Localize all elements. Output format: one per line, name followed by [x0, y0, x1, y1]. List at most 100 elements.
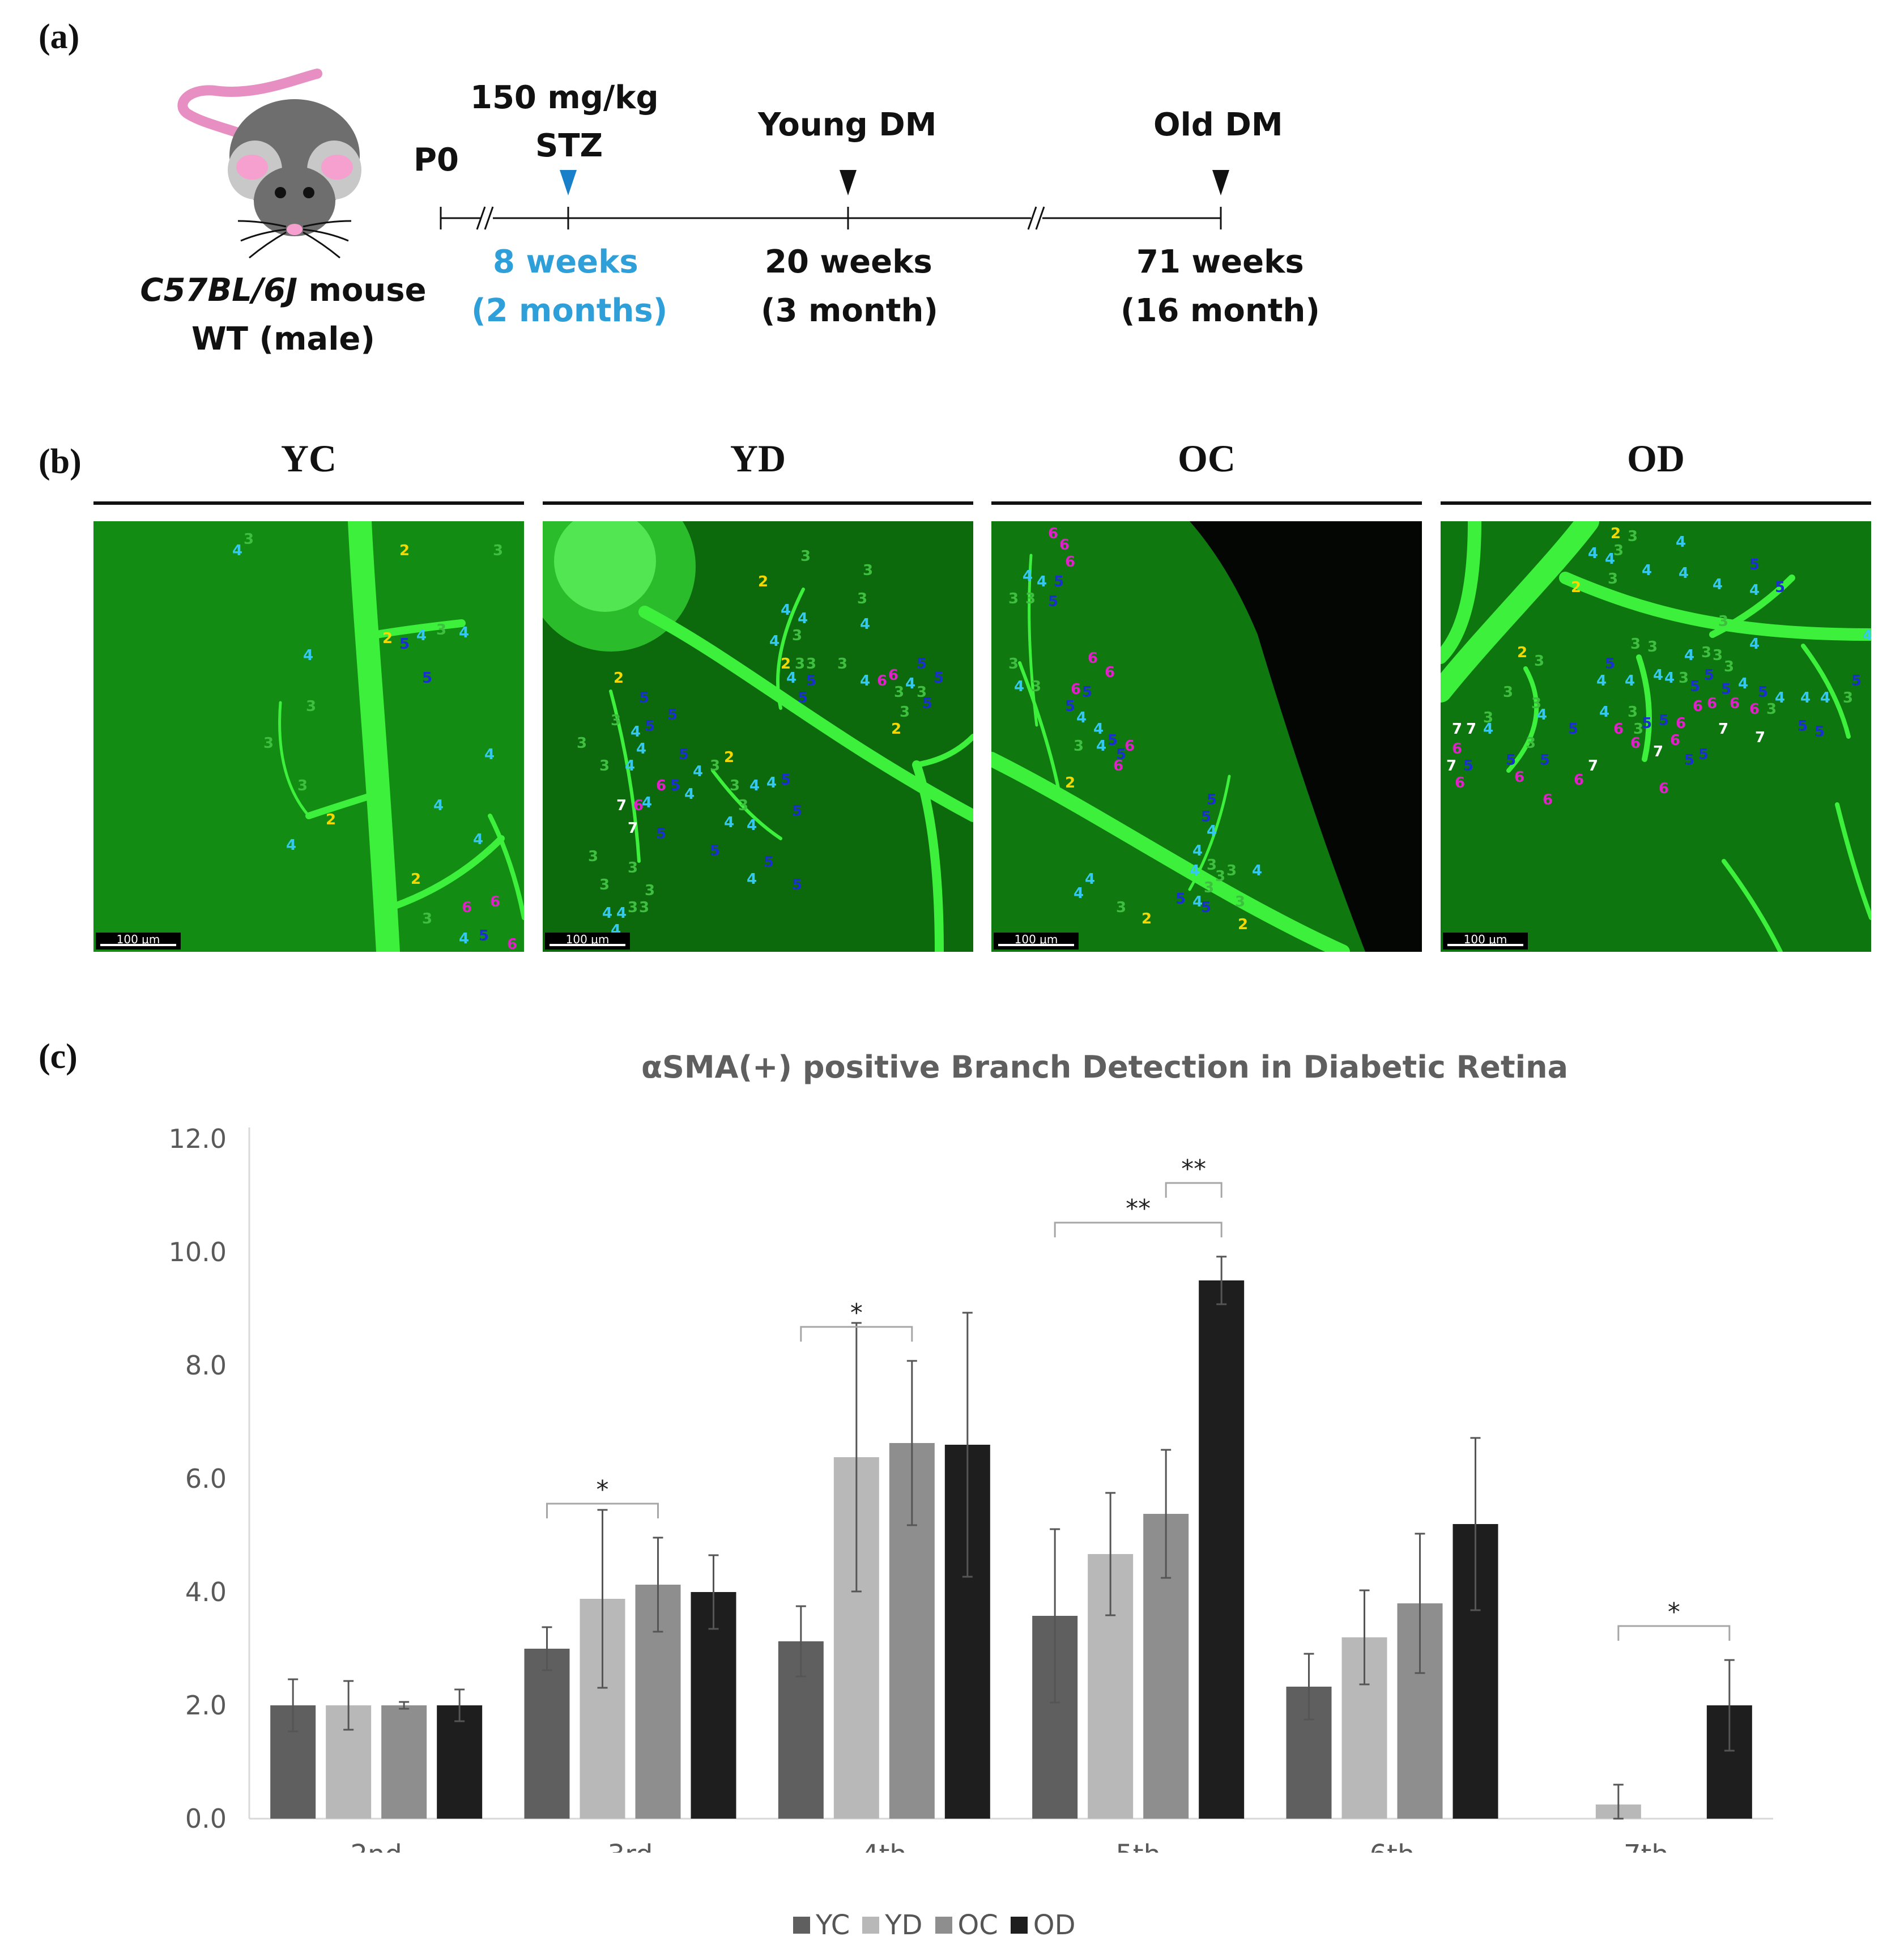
mouse-strain-italic: C57BL/6J — [140, 272, 298, 309]
svg-text:4: 4 — [416, 627, 427, 644]
panel-label-b: (b) — [39, 442, 82, 481]
legend-label-od: OD — [1033, 1909, 1076, 1941]
group-rule-od — [1441, 501, 1871, 505]
svg-text:3: 3 — [857, 590, 867, 607]
svg-text:3: 3 — [436, 622, 446, 639]
svg-text:6: 6 — [1630, 735, 1641, 752]
svg-text:4: 4 — [1664, 670, 1675, 687]
svg-text:3: 3 — [738, 797, 748, 814]
svg-text:4: 4 — [781, 602, 791, 619]
svg-text:7: 7 — [1466, 721, 1476, 738]
svg-text:4: 4 — [1679, 565, 1689, 582]
svg-text:2: 2 — [891, 721, 901, 738]
scale-bar: 100 μm — [1443, 933, 1528, 950]
chart-legend: YC YD OC OD — [793, 1909, 1076, 1941]
svg-text:2: 2 — [758, 573, 768, 590]
svg-text:4: 4 — [1775, 690, 1785, 707]
y-tick-label: 6.0 — [185, 1463, 227, 1494]
svg-text:5: 5 — [917, 656, 927, 673]
mouse-strain-label: C57BL/6J mouse — [136, 272, 431, 309]
svg-text:4: 4 — [1483, 721, 1493, 738]
t2-line1: 20 weeks — [765, 244, 932, 280]
svg-text:5: 5 — [639, 690, 649, 707]
svg-text:7: 7 — [1588, 757, 1598, 774]
svg-text:5: 5 — [1704, 667, 1714, 684]
svg-text:3: 3 — [1074, 738, 1084, 755]
svg-text:3: 3 — [1843, 690, 1853, 707]
svg-text:6: 6 — [1707, 695, 1717, 712]
svg-text:4: 4 — [1096, 738, 1106, 755]
svg-text:5: 5 — [679, 746, 689, 763]
svg-text:7: 7 — [1755, 729, 1765, 746]
t1-line2: (2 months) — [471, 292, 668, 329]
svg-text:3: 3 — [1633, 721, 1643, 738]
svg-text:3: 3 — [1613, 542, 1624, 559]
svg-text:2: 2 — [399, 542, 410, 559]
svg-text:3: 3 — [1718, 613, 1728, 630]
x-tick-label: 3rd — [608, 1839, 653, 1853]
svg-text:6: 6 — [1124, 738, 1135, 755]
svg-text:3: 3 — [863, 562, 873, 579]
svg-text:4: 4 — [1749, 582, 1760, 599]
group-header-oc: OC — [1178, 437, 1236, 480]
svg-text:5: 5 — [1642, 715, 1652, 732]
svg-text:3: 3 — [628, 899, 638, 916]
scale-bar: 100 μm — [96, 933, 181, 950]
svg-text:2: 2 — [326, 811, 336, 828]
svg-text:5: 5 — [1698, 746, 1709, 763]
stz-label: STZ — [535, 127, 603, 164]
legend-label-yd: YD — [885, 1909, 923, 1941]
group-rule-yd — [543, 501, 973, 505]
svg-text:6: 6 — [1452, 740, 1462, 757]
svg-text:3: 3 — [1204, 879, 1214, 896]
svg-text:3: 3 — [1526, 735, 1536, 752]
svg-text:3: 3 — [1226, 862, 1237, 879]
svg-text:5: 5 — [1851, 673, 1862, 690]
significance-label: ** — [1126, 1194, 1151, 1223]
svg-text:4: 4 — [798, 610, 808, 627]
chart-title: αSMA(+) positive Branch Detection in Dia… — [641, 1049, 1569, 1085]
svg-text:3: 3 — [1628, 704, 1638, 721]
svg-text:5: 5 — [1116, 746, 1126, 763]
mouse-strain-rest: mouse — [297, 272, 427, 309]
p0-label: P0 — [414, 142, 459, 178]
svg-text:4: 4 — [1076, 709, 1087, 726]
svg-text:3: 3 — [1647, 639, 1658, 656]
svg-text:4: 4 — [433, 797, 444, 814]
svg-text:3: 3 — [493, 542, 503, 559]
svg-text:6: 6 — [1455, 774, 1465, 791]
significance-label: * — [1668, 1598, 1680, 1627]
svg-text:6: 6 — [877, 673, 887, 690]
svg-text:7: 7 — [1446, 757, 1456, 774]
svg-text:2: 2 — [724, 749, 734, 766]
legend-swatch-yd — [862, 1917, 880, 1934]
svg-text:4: 4 — [747, 871, 757, 888]
significance-label: ** — [1181, 1155, 1206, 1184]
svg-text:6: 6 — [507, 936, 517, 952]
legend-label-oc: OC — [957, 1909, 998, 1941]
svg-text:4: 4 — [303, 647, 313, 664]
svg-text:4: 4 — [1014, 678, 1024, 695]
svg-text:3: 3 — [795, 656, 805, 673]
svg-text:4: 4 — [1207, 823, 1217, 840]
svg-text:4: 4 — [602, 905, 612, 922]
scale-bar: 100 μm — [994, 933, 1079, 950]
svg-text:4: 4 — [860, 673, 870, 690]
svg-text:5: 5 — [922, 695, 932, 712]
old-dm-label: Old DM — [1153, 107, 1283, 143]
svg-text:3: 3 — [1679, 670, 1689, 687]
svg-text:7: 7 — [1718, 721, 1728, 738]
group-rule-yc — [93, 501, 524, 505]
svg-text:2: 2 — [1517, 644, 1527, 661]
svg-text:4: 4 — [860, 616, 870, 633]
svg-text:4: 4 — [766, 774, 777, 791]
svg-text:5: 5 — [645, 718, 655, 735]
svg-text:4: 4 — [1738, 675, 1748, 692]
svg-text:4: 4 — [1190, 862, 1200, 879]
significance-bracket — [546, 1503, 659, 1518]
svg-text:6: 6 — [1730, 695, 1740, 712]
svg-text:2: 2 — [1141, 910, 1152, 927]
svg-text:5: 5 — [1758, 684, 1768, 701]
